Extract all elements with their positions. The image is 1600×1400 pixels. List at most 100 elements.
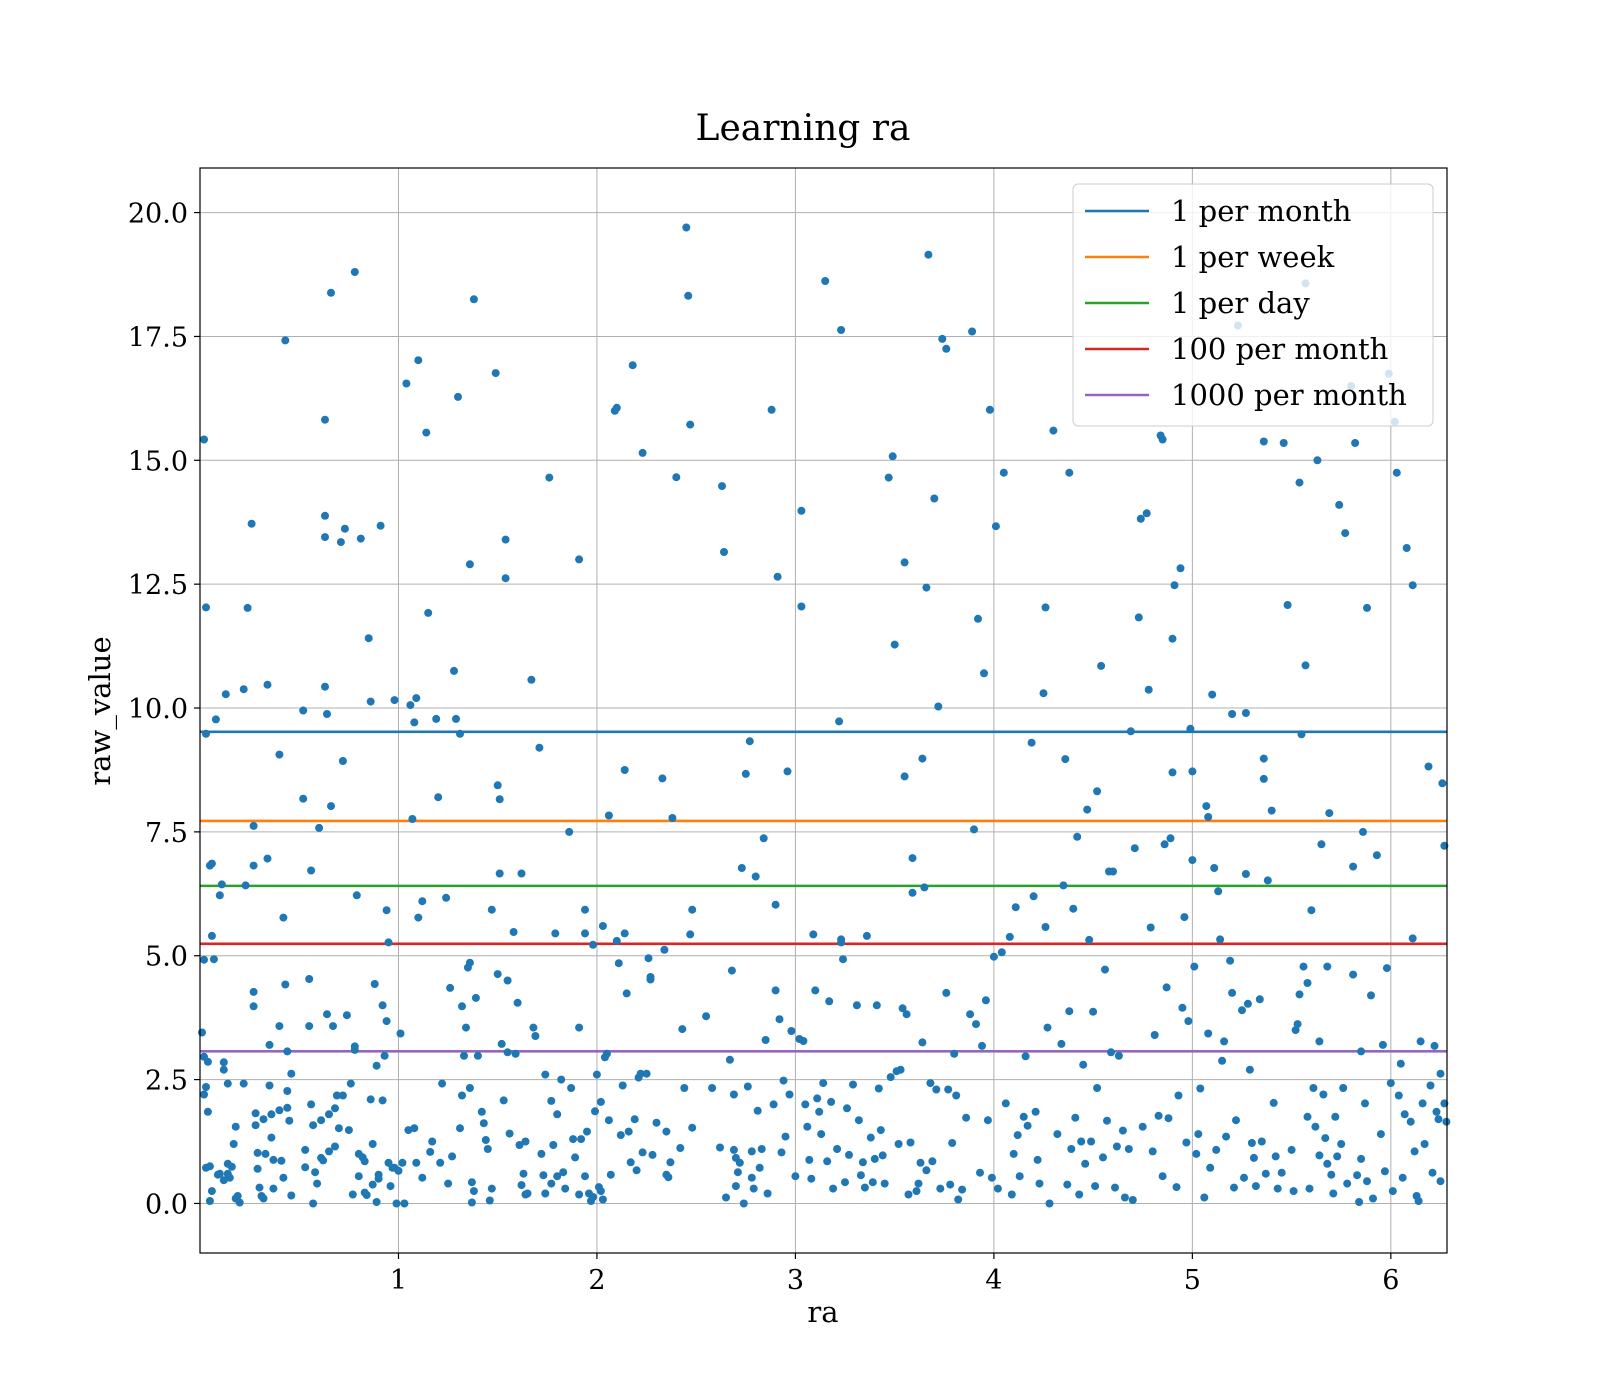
- data-point: [207, 1187, 216, 1196]
- data-point: [374, 1174, 383, 1183]
- data-point: [481, 1136, 490, 1144]
- data-point: [672, 473, 681, 482]
- data-point: [1029, 892, 1038, 901]
- data-point: [553, 1110, 562, 1119]
- data-point: [229, 1140, 238, 1148]
- data-point: [344, 1126, 353, 1135]
- data-point: [849, 1080, 857, 1089]
- data-point: [978, 1041, 986, 1050]
- data-point: [1357, 1047, 1366, 1056]
- data-point: [720, 548, 728, 556]
- data-point: [900, 558, 909, 567]
- data-point: [1380, 1167, 1389, 1176]
- data-point: [1081, 1159, 1090, 1168]
- data-point: [952, 1091, 961, 1100]
- data-point: [410, 1124, 419, 1133]
- data-point: [390, 696, 399, 705]
- data-point: [1120, 1193, 1129, 1202]
- data-point: [1031, 1107, 1040, 1116]
- data-point: [205, 1162, 214, 1171]
- data-point: [1408, 934, 1417, 943]
- data-point: [1333, 1152, 1342, 1161]
- data-point: [1204, 1029, 1213, 1038]
- data-point: [456, 1124, 464, 1133]
- data-point: [803, 1122, 812, 1131]
- data-point: [307, 866, 316, 875]
- data-point: [829, 1184, 838, 1193]
- data-point: [414, 356, 423, 365]
- data-point: [559, 1168, 568, 1177]
- data-point: [999, 468, 1008, 477]
- data-point: [1349, 970, 1358, 979]
- data-point: [944, 1085, 953, 1094]
- data-point: [253, 1148, 262, 1157]
- data-point: [392, 1199, 401, 1208]
- data-points: [198, 223, 1451, 1208]
- data-point: [739, 1199, 748, 1208]
- data-point: [350, 268, 359, 276]
- data-point: [426, 1147, 435, 1156]
- data-point: [336, 538, 345, 547]
- data-point: [378, 1001, 387, 1010]
- data-point: [215, 891, 224, 900]
- data-point: [356, 534, 365, 543]
- data-point: [1303, 1112, 1312, 1121]
- data-point: [1023, 1121, 1032, 1130]
- data-point: [1424, 762, 1433, 771]
- data-point: [418, 1173, 427, 1182]
- data-point: [207, 859, 216, 868]
- data-point: [1259, 437, 1268, 446]
- data-point: [775, 1015, 784, 1024]
- data-point: [279, 913, 288, 922]
- data-point: [1436, 1177, 1445, 1186]
- data-point: [1053, 1130, 1062, 1139]
- data-point: [946, 1180, 955, 1189]
- data-point: [503, 1048, 512, 1057]
- data-point: [368, 1140, 377, 1148]
- data-point: [1301, 661, 1310, 670]
- data-point: [370, 980, 379, 988]
- data-point: [763, 1189, 772, 1198]
- data-point: [1015, 1172, 1024, 1181]
- x-tick-label: 1: [390, 1265, 407, 1296]
- data-point: [626, 1158, 635, 1167]
- data-point: [225, 1173, 234, 1182]
- data-point: [874, 1084, 883, 1093]
- data-point: [771, 986, 780, 995]
- data-point: [1259, 774, 1268, 783]
- data-point: [239, 1079, 248, 1088]
- data-point: [1361, 1099, 1369, 1108]
- data-point: [241, 881, 250, 890]
- data-point: [1303, 979, 1312, 987]
- data-point: [287, 1191, 296, 1200]
- data-point: [366, 1095, 375, 1104]
- data-point: [908, 888, 917, 897]
- data-point: [878, 1151, 887, 1160]
- data-point: [1382, 964, 1391, 973]
- data-point: [249, 821, 258, 830]
- data-point: [467, 1178, 476, 1187]
- data-point: [259, 1115, 268, 1124]
- data-point: [1190, 962, 1199, 971]
- data-point: [1372, 851, 1381, 860]
- data-point: [561, 1184, 570, 1193]
- data-point: [487, 905, 496, 914]
- data-point: [575, 1190, 584, 1199]
- data-point: [553, 1172, 562, 1181]
- data-point: [787, 1027, 796, 1035]
- data-point: [1107, 1048, 1115, 1057]
- data-point: [604, 1116, 613, 1125]
- data-point: [1349, 862, 1358, 871]
- data-point: [932, 1085, 941, 1094]
- data-point: [880, 1179, 889, 1188]
- data-point: [1085, 935, 1094, 944]
- data-point: [275, 750, 284, 759]
- data-point: [591, 1107, 599, 1116]
- data-point: [575, 555, 584, 564]
- data-point: [1176, 564, 1185, 573]
- data-point: [1174, 1091, 1183, 1100]
- data-point: [565, 827, 574, 836]
- data-point: [198, 1028, 206, 1037]
- data-point: [203, 1107, 212, 1116]
- data-point: [823, 1157, 832, 1166]
